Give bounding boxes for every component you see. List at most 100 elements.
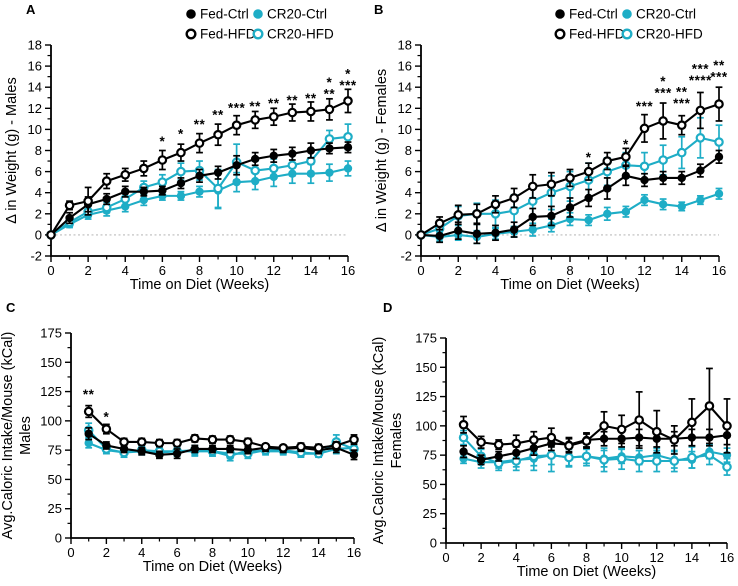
- data-point-marker: [584, 193, 593, 203]
- data-point-marker: [139, 195, 149, 205]
- data-point-marker: [84, 438, 93, 448]
- data-point-marker: [154, 438, 165, 448]
- data-point-marker: [325, 144, 334, 153]
- series-fed-hfd: [46, 88, 353, 240]
- y-tick-label: 25: [423, 506, 437, 521]
- y-tick-label: 100: [40, 413, 62, 428]
- x-tick-label: 14: [685, 550, 699, 565]
- x-tick-label: 8: [209, 545, 216, 560]
- y-tick-label: 125: [415, 389, 437, 404]
- data-point-marker: [581, 451, 592, 462]
- legend-label: CR20-HFD: [267, 27, 334, 42]
- data-point-marker: [676, 120, 687, 130]
- y-tick-label: 8: [35, 143, 42, 158]
- y-tick-label: 10: [28, 122, 42, 137]
- legend-marker-fed-hfd: [554, 28, 566, 40]
- data-point-marker: [250, 154, 260, 164]
- data-point-marker: [172, 438, 182, 448]
- data-point-marker: [669, 435, 680, 445]
- data-point-marker: [458, 432, 469, 443]
- significance-asterisks: ***: [710, 70, 728, 85]
- data-point-marker: [704, 450, 715, 460]
- data-point-marker: [287, 107, 298, 118]
- legend-label: CR20-Ctrl: [267, 7, 327, 22]
- legend-marker-cr20-hfd: [621, 28, 633, 40]
- data-point-marker: [343, 143, 353, 152]
- data-point-marker: [658, 116, 668, 126]
- data-point-marker: [453, 210, 464, 220]
- series-line: [88, 432, 355, 456]
- y-tick-label: 18: [398, 38, 412, 53]
- x-tick-label: 0: [67, 545, 74, 560]
- data-point-marker: [325, 168, 334, 177]
- x-tick-label: 6: [529, 263, 536, 278]
- significance-asterisks: *: [660, 74, 666, 89]
- x-tick-label: 6: [159, 263, 166, 278]
- data-point-marker: [584, 215, 593, 225]
- x-tick-label: 2: [478, 550, 485, 565]
- legend-marker-fed-ctrl: [555, 9, 565, 19]
- data-point-marker: [602, 156, 613, 166]
- y-tick-label: 150: [40, 355, 62, 370]
- panel-b: B -2 0 2 4 6 8 10 12 14 16 18 0 2 4 6 8 10 12 14 16 Time on …: [369, 0, 738, 293]
- data-point-marker: [696, 166, 705, 175]
- data-point-marker: [616, 424, 627, 435]
- significance-asterisks: **: [287, 93, 299, 108]
- data-point-marker: [658, 155, 668, 165]
- data-point-marker: [343, 164, 353, 173]
- panel-d-letter: D: [383, 300, 393, 315]
- significance-asterisks: *: [345, 67, 351, 82]
- data-point-marker: [157, 155, 168, 165]
- data-point-marker: [714, 137, 724, 147]
- data-point-marker: [155, 450, 164, 460]
- data-point-marker: [195, 187, 204, 196]
- y-tick-label: -2: [30, 249, 42, 264]
- data-point-marker: [64, 200, 75, 211]
- significance-asterisks: ***: [228, 100, 246, 115]
- data-point-marker: [599, 421, 609, 431]
- x-tick-label: 14: [304, 263, 318, 278]
- y-axis-title: Δ in Weight (g) - Males: [4, 77, 20, 223]
- panel-c-letter: C: [6, 300, 16, 315]
- y-tick-label: 16: [28, 59, 42, 74]
- data-point-marker: [547, 211, 556, 221]
- x-axis-title: Time on Diet (Weeks): [143, 559, 282, 575]
- data-point-marker: [120, 169, 131, 180]
- legend-label: Fed-Ctrl: [200, 7, 249, 22]
- x-axis-title: Time on Diet (Weeks): [500, 277, 639, 293]
- data-point-marker: [157, 177, 168, 187]
- legend-marker-cr20-ctrl: [622, 9, 632, 19]
- data-point-marker: [696, 195, 705, 205]
- data-point-marker: [599, 455, 609, 465]
- significance-asterisks: **: [83, 387, 95, 402]
- x-tick-label: 2: [85, 263, 92, 278]
- y-tick-label: 75: [423, 448, 437, 463]
- data-point-marker: [677, 173, 686, 183]
- data-point-marker: [435, 231, 444, 241]
- data-point-marker: [83, 196, 93, 206]
- y-tick-label: 50: [48, 472, 62, 487]
- data-point-marker: [621, 171, 631, 181]
- y-axis-title: Δ in Weight (g) - Females: [374, 69, 390, 232]
- data-point-marker: [225, 434, 235, 445]
- y-tick-label: 150: [415, 360, 437, 375]
- data-point-marker: [194, 138, 205, 148]
- data-point-marker: [434, 218, 445, 229]
- data-point-marker: [704, 401, 715, 411]
- y-tick-label: 4: [405, 185, 412, 200]
- data-point-marker: [603, 184, 612, 193]
- data-point-marker: [564, 452, 574, 463]
- data-point-marker: [639, 161, 650, 172]
- series-fed-hfd: [458, 367, 732, 455]
- x-tick-label: 12: [276, 545, 290, 560]
- data-point-marker: [176, 147, 186, 158]
- data-point-marker: [349, 450, 359, 460]
- data-point-marker: [669, 456, 680, 466]
- panel-d-chart: 0 25 50 75 100 125 150 175 0 2 4 6 8 10 12 14 16 Time on …: [371, 331, 734, 581]
- x-tick-label: 10: [614, 550, 628, 565]
- data-point-marker: [278, 443, 289, 453]
- data-point-marker: [102, 441, 111, 450]
- data-point-marker: [714, 152, 724, 162]
- y-tick-label: 0: [55, 531, 62, 546]
- significance-asterisks: **: [305, 91, 317, 106]
